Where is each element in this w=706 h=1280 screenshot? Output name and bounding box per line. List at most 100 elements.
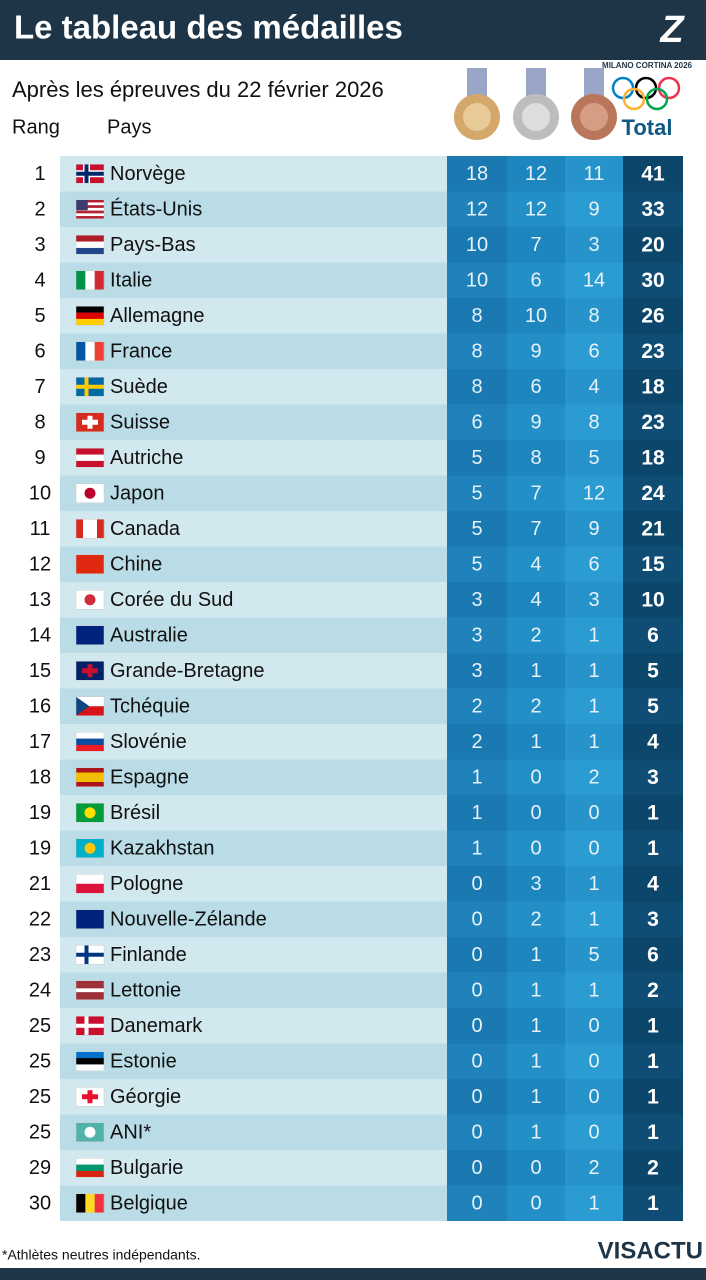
- medal-count: 0: [471, 1051, 482, 1073]
- flag: [75, 1193, 105, 1213]
- country: Lettonie: [110, 980, 181, 1002]
- flag-border: [75, 235, 105, 255]
- medal-cell: [447, 156, 507, 192]
- flag-border: [75, 1122, 105, 1142]
- flag: [75, 483, 105, 503]
- medal-count: 0: [530, 802, 541, 824]
- medal-count: 0: [588, 838, 599, 860]
- medal-count: 0: [588, 802, 599, 824]
- medal-cell: [507, 866, 565, 902]
- country: Pays-Bas: [110, 234, 196, 256]
- flag: [75, 945, 105, 965]
- flag-border: [75, 341, 105, 361]
- medal-count: 0: [471, 1122, 482, 1144]
- medal-count: 9: [588, 518, 599, 540]
- flag: [75, 1158, 105, 1178]
- total: 30: [641, 269, 664, 292]
- flag: [75, 1087, 105, 1107]
- total: 2: [647, 1156, 659, 1179]
- flag-cross: [82, 668, 98, 674]
- medal-cell: [565, 475, 623, 511]
- row-band: [60, 191, 447, 227]
- medal-count: 12: [583, 483, 605, 505]
- medal-count: 0: [471, 944, 482, 966]
- flag-border: [75, 1016, 105, 1036]
- subtitle: Après les épreuves du 22 février 2026: [12, 77, 384, 102]
- flag-stripe: [76, 235, 104, 242]
- medal-cell: [447, 1008, 507, 1044]
- flag-stripe: [76, 312, 104, 320]
- medal-count: 1: [588, 660, 599, 682]
- medal-count: 7: [530, 518, 541, 540]
- rank: 12: [29, 554, 51, 576]
- medal-count: 4: [588, 376, 599, 398]
- flag-stripe: [76, 1058, 104, 1065]
- flag-stripe: [76, 247, 104, 255]
- rank: 4: [34, 270, 45, 292]
- medal-count: 10: [466, 234, 488, 256]
- rank: 17: [29, 731, 51, 753]
- flag-cross: [76, 384, 104, 389]
- medal-count: 7: [530, 483, 541, 505]
- medal-cell: [507, 901, 565, 937]
- flag-stripe: [76, 732, 104, 739]
- flag-stripe: [76, 306, 104, 313]
- flag: [75, 448, 105, 468]
- medal-count: 10: [466, 270, 488, 292]
- country: Slovénie: [110, 731, 187, 753]
- medal-cell: [507, 475, 565, 511]
- medal-cell: [623, 1150, 683, 1186]
- medal-cell: [565, 653, 623, 689]
- row-band: [60, 795, 447, 831]
- medal-cell: [565, 972, 623, 1008]
- medal-cell: [623, 582, 683, 618]
- medal-count: 4: [530, 589, 541, 611]
- medal-count: 0: [588, 1051, 599, 1073]
- medal-cell: [447, 759, 507, 795]
- flag: [75, 590, 105, 610]
- flag-stripe: [76, 909, 104, 929]
- rank: 13: [29, 589, 51, 611]
- medal-cell: [565, 227, 623, 263]
- medal-cell: [447, 1079, 507, 1115]
- flag: [75, 341, 105, 361]
- medal-count: 10: [525, 305, 547, 327]
- medal-count: 1: [530, 1051, 541, 1073]
- row-band: [60, 1114, 447, 1150]
- medal-cell: [565, 688, 623, 724]
- rank: 22: [29, 909, 51, 931]
- medal-cell: [623, 937, 683, 973]
- medal-cell: [623, 1114, 683, 1150]
- medal-count: 0: [471, 873, 482, 895]
- medal-cell: [507, 1114, 565, 1150]
- country: Chine: [110, 554, 162, 576]
- flag-stripe: [76, 199, 104, 203]
- flag-stripe: [76, 777, 104, 783]
- medal-icons: [454, 68, 617, 140]
- medal-count: 5: [588, 447, 599, 469]
- medal-cell: [447, 511, 507, 547]
- medal-cell: [447, 1043, 507, 1079]
- flag-border: [75, 483, 105, 503]
- medal-count: 9: [530, 341, 541, 363]
- total: 1: [647, 1121, 659, 1144]
- medal-cell: [623, 866, 683, 902]
- flag-stripe: [76, 1164, 104, 1172]
- medal-cell: [507, 511, 565, 547]
- medal-count: 2: [588, 767, 599, 789]
- medal-count: 0: [588, 1086, 599, 1108]
- medal-cell: [447, 688, 507, 724]
- medal-count: 1: [588, 731, 599, 753]
- medal-count: 5: [471, 518, 482, 540]
- flag-border: [75, 945, 105, 965]
- country: Nouvelle-Zélande: [110, 909, 267, 931]
- medal-cell: [447, 724, 507, 760]
- flag: [75, 235, 105, 255]
- flag: [75, 909, 105, 929]
- flag-disc: [84, 487, 96, 499]
- flag-disc: [84, 1126, 96, 1138]
- rank: 18: [29, 767, 51, 789]
- flag-stripe: [76, 207, 104, 211]
- medal-cell: [623, 795, 683, 831]
